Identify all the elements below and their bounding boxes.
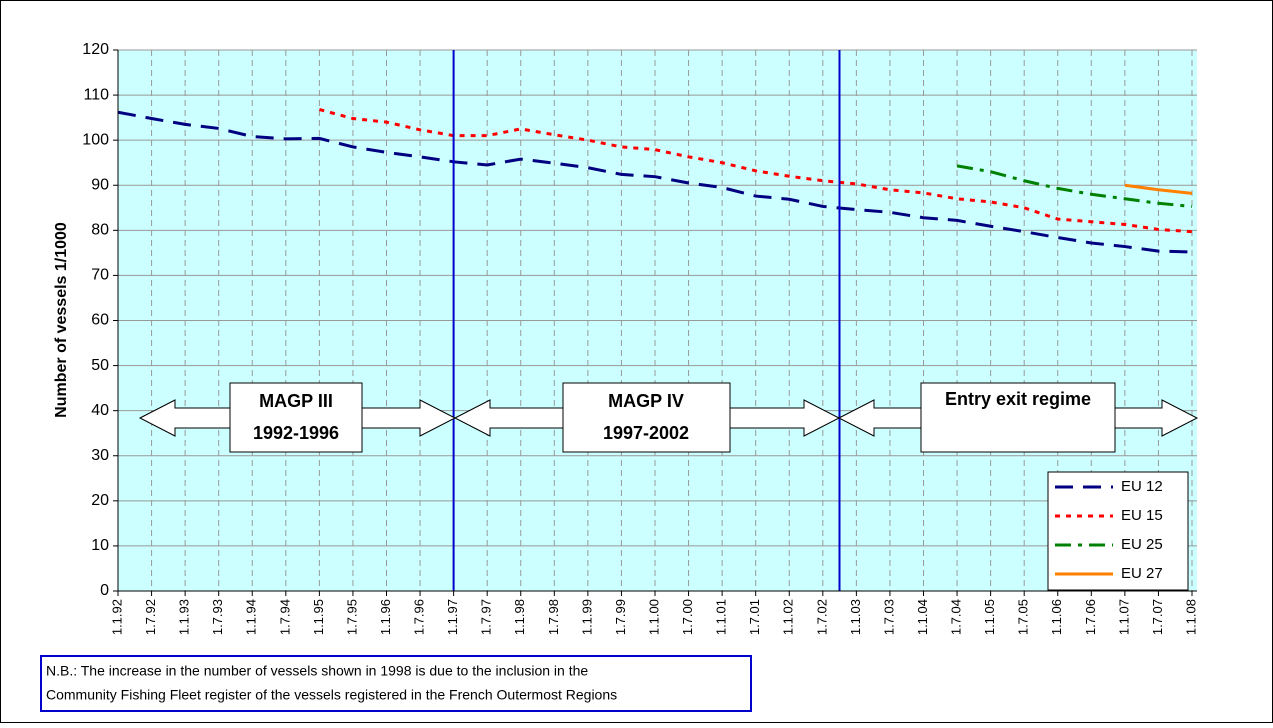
x-tick-label: 1.7.93 — [210, 599, 225, 635]
y-tick-label: 90 — [91, 176, 109, 193]
x-tick-label: 1.1.95 — [311, 599, 326, 635]
x-tick-label: 1.1.94 — [244, 599, 259, 635]
x-tick-label: 1.1.08 — [1183, 599, 1198, 635]
y-tick-label: 30 — [91, 447, 109, 464]
annotation: 1992-1996 — [253, 423, 339, 443]
x-tick-label: 1.1.07 — [1116, 599, 1131, 635]
x-tick-label: 1.1.01 — [714, 599, 729, 635]
x-tick-label: 1.1.99 — [579, 599, 594, 635]
y-tick-label: 0 — [100, 582, 109, 599]
x-tick-label: 1.1.05 — [982, 599, 997, 635]
grid — [118, 49, 1197, 592]
series-line — [956, 164, 1193, 208]
x-tick-label: 1.7.99 — [613, 599, 628, 635]
annotation-box — [920, 382, 1116, 453]
y-tick-label: 120 — [82, 41, 109, 58]
x-tick-label: 1.7.92 — [143, 599, 158, 635]
y-tick-label: 100 — [82, 131, 109, 148]
x-tick-label: 1.1.92 — [109, 599, 124, 635]
x-tick-label: 1.7.96 — [412, 599, 427, 635]
y-tick-label: 70 — [91, 267, 109, 284]
lines — [117, 108, 1193, 254]
x-tick-label: 1.1.04 — [915, 599, 930, 635]
y-tick-label: 10 — [91, 537, 109, 554]
legend-label: EU 15 — [1121, 507, 1163, 524]
x-tick-label: 1.1.96 — [378, 599, 393, 635]
x-tick-label: 1.1.97 — [445, 599, 460, 635]
legend-label: EU 25 — [1121, 536, 1163, 553]
series-line — [117, 110, 1193, 254]
x-tick-label: 1.7.01 — [747, 599, 762, 635]
x-tick-label: 1.7.00 — [680, 599, 695, 635]
y-tick-label: 40 — [91, 402, 109, 419]
x-tick-label: 1.7.94 — [277, 599, 292, 635]
series-line — [318, 108, 1193, 234]
annotation: 1997-2002 — [603, 423, 689, 443]
x-tick-label: 1.1.06 — [1049, 599, 1064, 635]
annotation: MAGP III — [259, 391, 333, 411]
legend-label: EU 12 — [1121, 478, 1163, 495]
x-tick-label: 1.1.03 — [848, 599, 863, 635]
y-axis-label: Number of vessels 1/1000 — [53, 222, 70, 418]
x-tick-label: 1.1.98 — [512, 599, 527, 635]
legend — [1047, 471, 1189, 591]
x-tick-label: 1.7.95 — [344, 599, 359, 635]
y-tick-label: 50 — [91, 357, 109, 374]
legend-label: EU 27 — [1121, 565, 1163, 582]
annotation-box — [229, 382, 363, 453]
x-tick-label: 1.7.98 — [546, 599, 561, 635]
note: N.B.: The increase in the number of vess… — [46, 663, 588, 679]
x-tick-label: 1.7.07 — [1150, 599, 1165, 635]
x-tick-label: 1.7.03 — [881, 599, 896, 635]
y-tick-label: 60 — [91, 312, 109, 329]
arrows — [138, 382, 1199, 453]
series-line — [1124, 183, 1193, 195]
x-tick-label: 1.7.02 — [814, 599, 829, 635]
x-tick-label: 1.7.97 — [479, 599, 494, 635]
x-tick-label: 1.1.00 — [646, 599, 661, 635]
annotation-box — [562, 382, 731, 453]
note-box — [40, 655, 752, 712]
y-tick-label: 110 — [83, 86, 109, 103]
x-tick-label: 1.7.05 — [1016, 599, 1031, 635]
x-tick-label: 1.7.04 — [949, 599, 964, 635]
note: Community Fishing Fleet register of the … — [46, 687, 617, 703]
annotation: Entry exit regime — [945, 389, 1091, 409]
x-tick-label: 1.1.02 — [781, 599, 796, 635]
y-tick-label: 80 — [91, 222, 109, 239]
x-tick-label: 1.1.93 — [177, 599, 192, 635]
y-tick-label: 20 — [91, 492, 109, 509]
x-tick-label: 1.7.06 — [1083, 599, 1098, 635]
annotation: MAGP IV — [608, 391, 684, 411]
